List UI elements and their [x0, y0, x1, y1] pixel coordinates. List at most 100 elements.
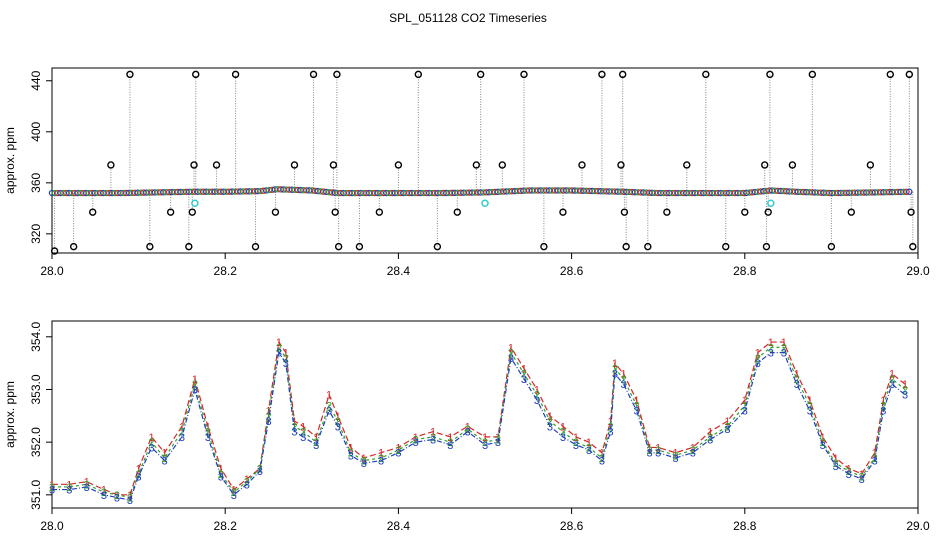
- series-marker-3: 3: [833, 461, 839, 473]
- series-marker-3: 3: [361, 458, 367, 470]
- series-marker-3: 3: [291, 427, 297, 439]
- series-marker-2: 2: [534, 390, 540, 402]
- spike-point: [334, 242, 343, 251]
- spike-point: [251, 242, 260, 251]
- series-marker-2: 2: [889, 374, 895, 386]
- series-marker-3: 3: [755, 358, 761, 370]
- series-marker-3: 3: [276, 348, 282, 360]
- series-marker-2: 2: [508, 348, 514, 360]
- series-marker-3: 3: [162, 456, 168, 468]
- series-marker-2: 2: [547, 416, 553, 428]
- spike-point: [185, 242, 193, 251]
- series-marker-1: 1: [690, 442, 696, 454]
- series-marker-2: 2: [136, 469, 142, 481]
- y-tick-label: 351.0: [29, 479, 43, 509]
- series-marker-3: 3: [655, 448, 661, 460]
- series-marker-1: 1: [620, 369, 626, 381]
- spike-point: [414, 70, 423, 79]
- series-marker-3: 3: [573, 440, 579, 452]
- series-marker-3: 3: [902, 390, 908, 402]
- y-tick-label: 352.0: [29, 427, 43, 457]
- series-marker-3: 3: [495, 437, 501, 449]
- series-marker-3: 3: [395, 448, 401, 460]
- spike-point: [188, 208, 196, 216]
- spike-point: [907, 208, 915, 216]
- series-marker-3: 3: [742, 406, 748, 418]
- series-marker-2: 2: [205, 427, 211, 439]
- series-marker-3: 3: [231, 490, 237, 502]
- series-marker-3: 3: [136, 471, 142, 483]
- series-marker-1: 1: [136, 463, 142, 475]
- series-marker-1: 1: [521, 363, 527, 375]
- series-marker-1: 1: [560, 421, 566, 433]
- series-line-3: [52, 350, 906, 501]
- series-marker-3: 3: [724, 424, 730, 436]
- spike-point: [741, 208, 749, 216]
- series-marker-3: 3: [218, 471, 224, 483]
- series-marker-3: 3: [283, 358, 289, 370]
- series-marker-1: 1: [781, 337, 787, 349]
- series-marker-3: 3: [586, 445, 592, 457]
- spike-point: [683, 161, 691, 169]
- series-marker-1: 1: [114, 490, 120, 502]
- series-marker-3: 3: [413, 437, 419, 449]
- series-marker-3: 3: [534, 395, 540, 407]
- spike-point: [107, 161, 115, 169]
- series-marker-3: 3: [560, 432, 566, 444]
- series-marker-2: 2: [755, 353, 761, 365]
- series-marker-3: 3: [205, 432, 211, 444]
- series-marker-1: 1: [465, 421, 471, 433]
- spike-point: [333, 70, 341, 79]
- spike-point: [578, 161, 586, 169]
- series-marker-3: 3: [872, 456, 878, 468]
- series-line-2: [52, 345, 906, 499]
- series-marker-2: 2: [742, 400, 748, 412]
- series-marker-2: 2: [283, 353, 289, 365]
- series-marker-3: 3: [265, 416, 271, 428]
- series-marker-3: 3: [192, 384, 198, 396]
- series-marker-2: 2: [335, 416, 341, 428]
- series-marker-1: 1: [794, 369, 800, 381]
- series-marker-2: 2: [672, 450, 678, 462]
- series-marker-3: 3: [707, 435, 713, 447]
- series-marker-3: 3: [244, 479, 250, 491]
- spike-point: [69, 242, 78, 251]
- y-tick-label: 360: [29, 172, 43, 192]
- y-tick-label: 354.0: [29, 321, 43, 351]
- series-marker-2: 2: [378, 453, 384, 465]
- series-marker-3: 3: [820, 440, 826, 452]
- series-marker-3: 3: [508, 353, 514, 365]
- series-marker-1: 1: [646, 442, 652, 454]
- flagged-point: [191, 199, 199, 207]
- series-marker-3: 3: [599, 456, 605, 468]
- series-marker-1: 1: [755, 348, 761, 360]
- series-marker-2: 2: [612, 363, 618, 375]
- series-marker-3: 3: [257, 466, 263, 478]
- figure-title: SPL_051128 CO2 Timeseries: [389, 11, 547, 25]
- spike-point: [618, 70, 627, 79]
- series-marker-2: 2: [794, 374, 800, 386]
- series-marker-2: 2: [348, 448, 354, 460]
- spike-point: [50, 247, 59, 255]
- series-marker-1: 1: [127, 490, 133, 502]
- series-marker-2: 2: [265, 411, 271, 423]
- series-marker-2: 2: [482, 437, 488, 449]
- series-marker-2: 2: [395, 445, 401, 457]
- series-marker-3: 3: [612, 369, 618, 381]
- series-marker-3: 3: [430, 435, 436, 447]
- series-marker-3: 3: [447, 440, 453, 452]
- spike-point: [808, 70, 817, 79]
- series-marker-1: 1: [534, 384, 540, 396]
- x-tick-label: 29.0: [906, 264, 930, 278]
- series-marker-2: 2: [833, 458, 839, 470]
- x-tick-label: 28.8: [733, 519, 757, 533]
- series-marker-2: 2: [707, 432, 713, 444]
- spike-point: [453, 208, 461, 216]
- spike-point: [476, 70, 485, 79]
- y-tick-label: 320: [29, 224, 43, 244]
- spike-point: [866, 161, 875, 169]
- spike-point: [331, 208, 339, 216]
- series-marker-1: 1: [162, 448, 168, 460]
- series-marker-1: 1: [573, 432, 579, 444]
- x-tick-label: 28.0: [40, 264, 64, 278]
